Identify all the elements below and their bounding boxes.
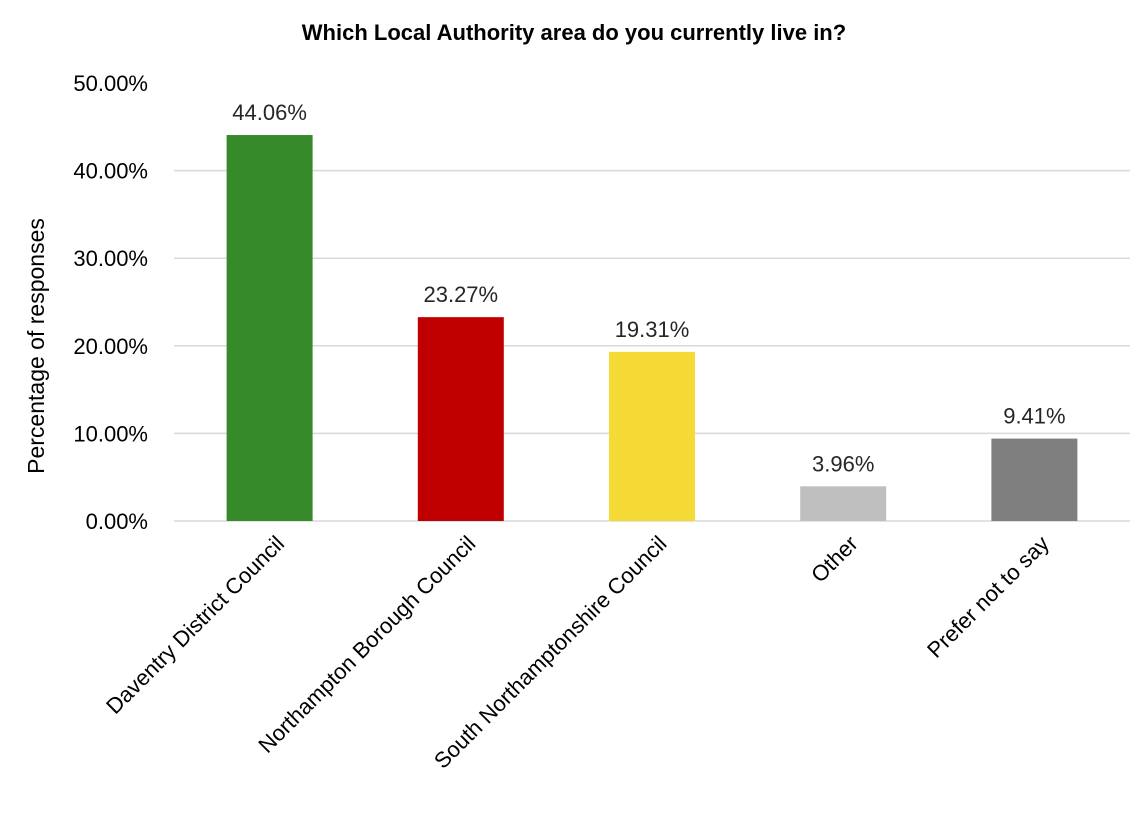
data-label: 9.41% <box>1003 404 1065 429</box>
bar <box>417 317 504 521</box>
x-tick-label: Prefer not to say <box>922 531 1054 663</box>
bar <box>800 486 887 521</box>
data-label: 44.06% <box>232 100 307 125</box>
x-tick-label: South Northamptonshire Council <box>429 531 672 774</box>
data-label: 19.31% <box>615 317 690 342</box>
x-tick-label: Northampton Borough Council <box>253 531 480 758</box>
data-label: 23.27% <box>423 282 498 307</box>
y-axis-ticks: 0.00% 10.00% 20.00% 30.00% 40.00% 50.00% <box>73 71 148 534</box>
y-tick-label: 0.00% <box>86 509 148 534</box>
bar <box>226 135 313 521</box>
data-labels: 44.06% 23.27% 19.31% 3.96% 9.41% <box>232 100 1065 476</box>
y-tick-label: 20.00% <box>73 334 148 359</box>
y-tick-label: 40.00% <box>73 159 148 184</box>
bars <box>226 135 1078 521</box>
x-tick-label: Other <box>806 531 863 588</box>
y-tick-label: 30.00% <box>73 246 148 271</box>
y-tick-label: 10.00% <box>73 421 148 446</box>
bar <box>609 351 695 521</box>
bar <box>991 438 1078 521</box>
y-axis-label: Percentage of responses <box>23 218 49 474</box>
chart-title: Which Local Authority area do you curren… <box>302 20 846 45</box>
x-tick-label: Daventry District Council <box>101 531 289 719</box>
y-tick-label: 50.00% <box>73 71 148 96</box>
data-label: 3.96% <box>812 451 874 476</box>
